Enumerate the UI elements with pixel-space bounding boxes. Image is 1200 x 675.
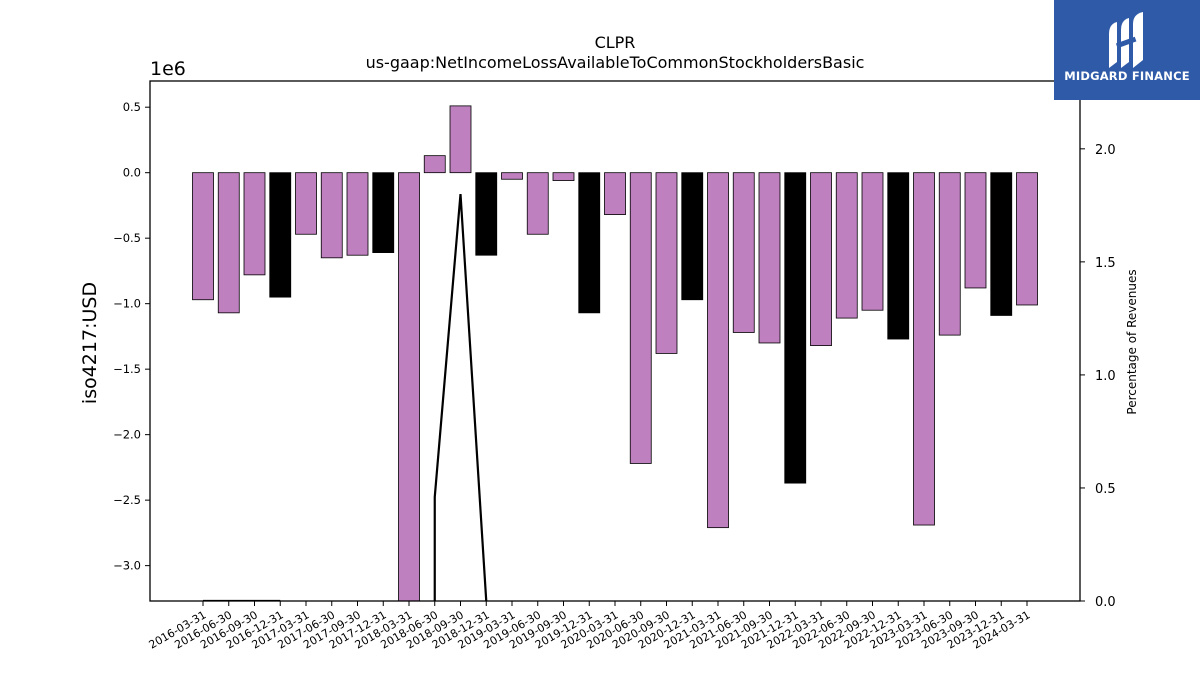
bar-2020-12-31 (681, 172, 704, 301)
bar-2019-03-31 (501, 172, 523, 180)
brand-logo: MIDGARD FINANCE (1054, 0, 1200, 100)
bar-2023-03-31 (913, 172, 935, 526)
bar-2016-06-30 (217, 172, 240, 314)
bar-2024-03-31 (1016, 172, 1038, 306)
bar-2022-03-31 (810, 172, 832, 346)
y2-axis-label: Percentage of Revenues (1125, 269, 1139, 414)
logo-mark-icon (1109, 12, 1143, 68)
bar-2017-06-30 (320, 172, 343, 259)
bars-layer (192, 105, 1038, 601)
bar-2023-06-30 (938, 172, 961, 336)
y-tick-label: −0.5 (113, 231, 141, 245)
plot-frame (149, 80, 1081, 602)
y2-tick-label: 1.0 (1095, 369, 1116, 384)
line-segment-2 (433, 193, 488, 601)
bar-2016-12-31 (269, 172, 292, 298)
bar-2018-09-30 (449, 105, 472, 174)
bar-2018-03-31 (398, 172, 420, 601)
bar-2019-09-30 (552, 172, 575, 181)
bar-2020-06-30 (629, 172, 652, 464)
y-tick-label: −1.0 (113, 297, 141, 311)
bar-2022-09-30 (861, 172, 884, 311)
bar-2019-06-30 (526, 172, 549, 235)
y-tick-label: 0.0 (123, 166, 141, 180)
bar-2021-06-30 (732, 172, 755, 333)
bar-2016-03-31 (192, 172, 214, 301)
line-layer (203, 193, 488, 601)
chart-title: CLPR (595, 33, 636, 52)
bar-2017-12-31 (372, 172, 395, 253)
bar-2019-12-31 (578, 172, 601, 314)
y-tick-label: −3.0 (113, 559, 141, 573)
y2-tick-label: 0.5 (1095, 482, 1116, 497)
axes-layer: 0.5 0.0 −0.5 −1.0 −1.5 −2.0 −2.5 −3.0 2.0 1.5 1.0 0… (113, 80, 1116, 652)
bar-2016-09-30 (243, 172, 266, 276)
y2-tick-label: 0.0 (1095, 595, 1116, 610)
y2-tick-label: 1.5 (1095, 256, 1116, 271)
logo-text: MIDGARD FINANCE (1064, 69, 1190, 83)
y2-tick-label: 2.0 (1095, 143, 1116, 158)
bar-2022-06-30 (835, 172, 858, 319)
bar-2018-12-31 (475, 172, 498, 256)
bar-2017-09-30 (346, 172, 369, 256)
bar-2017-03-31 (295, 172, 317, 235)
y-tick-label: −2.5 (113, 493, 141, 507)
y-tick-label: −1.5 (113, 362, 141, 376)
bar-2021-03-31 (707, 172, 729, 529)
bar-2023-12-31 (990, 172, 1013, 316)
bar-2021-09-30 (758, 172, 781, 344)
bar-2018-06-30 (423, 155, 446, 174)
bar-2022-12-31 (887, 172, 910, 340)
y-tick-label: 0.5 (123, 100, 141, 114)
bar-2020-09-30 (655, 172, 678, 354)
y-tick-label: −2.0 (113, 428, 141, 442)
bar-2020-03-31 (604, 172, 626, 216)
y-offset-label: 1e6 (150, 58, 186, 80)
bar-2021-12-31 (784, 172, 807, 484)
bar-2023-09-30 (964, 172, 987, 289)
y-axis-label: iso4217:USD (79, 282, 101, 404)
chart-subtitle: us-gaap:NetIncomeLossAvailableToCommonSt… (366, 53, 865, 72)
